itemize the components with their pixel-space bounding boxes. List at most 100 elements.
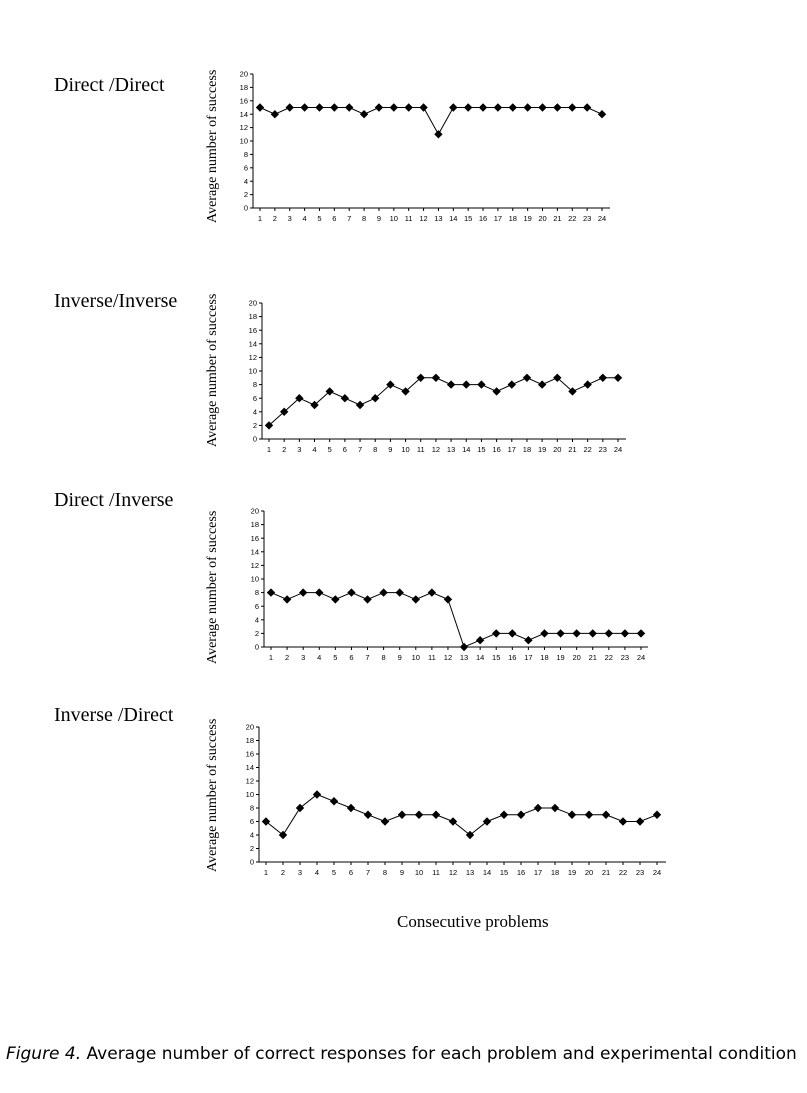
panel-title-inverse-inverse: Inverse/Inverse [54, 290, 178, 312]
x-tick-label-direct-direct: 9 [377, 214, 381, 223]
x-tick-label-inverse-direct: 14 [483, 868, 491, 877]
x-tick-label-direct-direct: 5 [317, 214, 321, 223]
data-point-direct-direct [597, 110, 607, 119]
x-tick-label-direct-inverse: 11 [428, 653, 436, 662]
x-tick-label-inverse-direct: 22 [619, 868, 627, 877]
x-tick-label-direct-inverse: 10 [412, 653, 420, 662]
x-tick-label-inverse-direct: 13 [466, 868, 474, 877]
x-tick-label-inverse-direct: 11 [432, 868, 440, 877]
x-tick-label-inverse-inverse: 13 [447, 445, 455, 454]
data-point-inverse-direct [550, 803, 560, 813]
x-tick-label-direct-inverse: 15 [492, 653, 500, 662]
x-tick-label-inverse-inverse: 22 [583, 445, 591, 454]
data-point-direct-direct [404, 103, 413, 112]
data-point-inverse-direct [482, 817, 492, 826]
data-point-direct-direct [493, 103, 503, 112]
y-tick-label-direct-inverse: 12 [251, 561, 259, 570]
x-tick-label-inverse-inverse: 11 [417, 445, 425, 454]
data-point-inverse-inverse [492, 387, 501, 396]
x-tick-label-inverse-direct: 23 [636, 868, 644, 877]
data-point-inverse-inverse [371, 394, 380, 403]
x-tick-label-direct-direct: 17 [494, 214, 502, 223]
x-tick-label-direct-inverse: 2 [285, 653, 289, 662]
y-tick-label-inverse-direct: 10 [246, 790, 254, 799]
data-point-direct-inverse [347, 588, 356, 597]
x-tick-label-inverse-inverse: 23 [599, 445, 607, 454]
data-point-inverse-inverse [325, 387, 334, 396]
data-point-direct-direct [582, 103, 592, 112]
data-point-direct-inverse [443, 595, 453, 604]
y-tick-label-inverse-direct: 12 [246, 777, 254, 786]
data-point-inverse-inverse [446, 380, 456, 389]
data-point-inverse-direct [601, 810, 611, 819]
series-line-direct-inverse [270, 592, 641, 648]
x-tick-label-inverse-inverse: 12 [432, 445, 440, 454]
x-tick-label-direct-direct: 15 [464, 214, 472, 223]
data-point-direct-inverse [524, 636, 533, 645]
x-tick-label-inverse-direct: 24 [653, 868, 661, 877]
x-tick-label-direct-inverse: 24 [637, 653, 645, 662]
data-point-inverse-direct [431, 810, 441, 819]
y-tick-label-inverse-inverse: 0 [253, 435, 257, 444]
x-tick-label-direct-direct: 2 [273, 214, 277, 223]
data-point-direct-direct [568, 103, 577, 112]
data-point-inverse-inverse [340, 394, 350, 403]
data-point-direct-direct [330, 103, 339, 112]
data-point-direct-inverse [604, 629, 614, 638]
x-tick-label-direct-direct: 22 [568, 214, 576, 223]
data-point-inverse-direct [533, 803, 543, 813]
x-tick-label-direct-direct: 3 [288, 214, 292, 223]
x-tick-label-direct-inverse: 8 [382, 653, 386, 662]
y-tick-label-direct-direct: 4 [244, 177, 248, 186]
y-tick-label-direct-inverse: 6 [255, 602, 259, 611]
data-point-inverse-direct [261, 817, 271, 826]
x-tick-label-direct-inverse: 3 [301, 653, 305, 662]
data-point-direct-inverse [540, 629, 549, 638]
data-point-direct-direct [270, 110, 280, 119]
data-point-inverse-direct [329, 797, 339, 806]
figure-caption: Figure 4. Average number of correct resp… [6, 1042, 804, 1066]
x-tick-label-inverse-direct: 9 [400, 868, 404, 877]
data-point-direct-inverse [411, 595, 420, 604]
x-tick-label-inverse-direct: 19 [568, 868, 576, 877]
x-tick-label-inverse-inverse: 10 [401, 445, 409, 454]
data-point-direct-inverse [475, 636, 485, 645]
data-point-inverse-inverse [598, 373, 608, 382]
x-tick-label-direct-inverse: 19 [556, 653, 564, 662]
x-tick-label-inverse-direct: 3 [298, 868, 302, 877]
x-tick-label-inverse-inverse: 17 [508, 445, 516, 454]
data-point-direct-inverse [620, 629, 630, 638]
data-point-inverse-inverse [264, 421, 274, 430]
x-tick-label-inverse-inverse: 15 [477, 445, 485, 454]
x-tick-label-inverse-inverse: 8 [373, 445, 377, 454]
y-tick-label-inverse-inverse: 6 [253, 394, 257, 403]
y-tick-label-direct-inverse: 8 [255, 588, 259, 597]
x-tick-label-inverse-direct: 4 [315, 868, 319, 877]
y-tick-label-inverse-inverse: 18 [249, 312, 257, 321]
figure-caption-text: Average number of correct responses for … [81, 1044, 797, 1064]
y-tick-label-inverse-inverse: 10 [249, 367, 257, 376]
x-tick-label-direct-inverse: 22 [605, 653, 613, 662]
y-tick-label-inverse-inverse: 8 [253, 380, 257, 389]
y-tick-label-direct-direct: 8 [244, 150, 248, 159]
x-tick-label-inverse-direct: 12 [449, 868, 457, 877]
data-point-inverse-inverse [355, 400, 365, 410]
x-tick-label-direct-direct: 11 [405, 214, 413, 223]
data-point-direct-direct [389, 103, 399, 112]
x-tick-label-inverse-inverse: 21 [568, 445, 576, 454]
x-tick-label-inverse-direct: 18 [551, 868, 559, 877]
x-tick-label-inverse-direct: 8 [383, 868, 387, 877]
y-tick-label-direct-inverse: 10 [251, 575, 259, 584]
panel-title-direct-inverse: Direct /Inverse [54, 489, 174, 511]
data-point-direct-inverse [315, 588, 324, 597]
y-tick-label-inverse-direct: 8 [250, 804, 254, 813]
y-tick-label-direct-inverse: 16 [251, 534, 259, 543]
x-tick-label-inverse-direct: 6 [349, 868, 353, 877]
data-point-direct-inverse [556, 629, 565, 638]
data-point-direct-direct [463, 103, 473, 112]
x-tick-label-direct-inverse: 12 [444, 653, 452, 662]
x-tick-label-inverse-inverse: 5 [328, 445, 332, 454]
y-tick-label-direct-inverse: 4 [255, 615, 259, 624]
x-tick-label-direct-inverse: 4 [317, 653, 321, 662]
panel-title-inverse-direct: Inverse /Direct [54, 704, 174, 726]
